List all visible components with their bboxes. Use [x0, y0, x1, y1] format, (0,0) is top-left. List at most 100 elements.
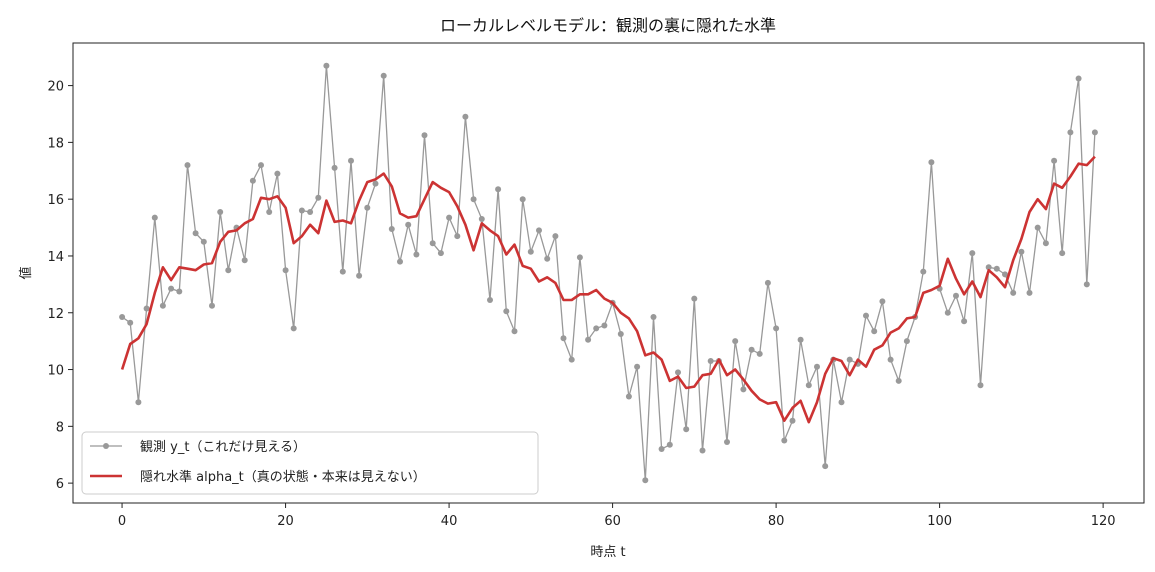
y-axis: 6 8 10 12 14 16 18 20 [47, 80, 73, 492]
observed-point [143, 305, 150, 312]
observed-point [797, 336, 804, 343]
observed-point [593, 325, 600, 332]
observed-point [961, 318, 968, 325]
observed-point [151, 214, 158, 221]
legend-observed-label: 観測 y_t（これだけ見える） [140, 440, 306, 455]
observed-point [903, 338, 910, 345]
observed-point [658, 446, 665, 452]
y-tick-label: 18 [47, 136, 64, 151]
observed-point [364, 204, 371, 211]
chart-title: ローカルレベルモデル：観測の裏に隠れた水準 [440, 16, 776, 35]
observed-point [1051, 157, 1058, 164]
observed-point [356, 272, 363, 279]
observed-point [413, 251, 420, 258]
observed-point [217, 209, 224, 215]
observed-point [495, 186, 502, 193]
observed-point [642, 477, 649, 484]
observed-point [781, 437, 788, 444]
x-tick-label: 100 [927, 514, 952, 529]
observed-point [560, 335, 567, 342]
x-axis: 0 20 40 60 80 100 120 [118, 503, 1116, 529]
observed-point [691, 295, 698, 302]
observed-point [863, 312, 869, 319]
observed-point [348, 157, 354, 164]
observed-point [307, 209, 314, 215]
observed-point [969, 250, 976, 257]
observed-point [290, 325, 297, 332]
observed-point [568, 356, 575, 363]
observed-point [446, 214, 453, 221]
observed-point [527, 248, 534, 255]
observed-point [887, 356, 894, 363]
observed-point [266, 209, 273, 215]
observed-point [315, 194, 322, 201]
observed-point [372, 180, 379, 187]
x-tick-label: 120 [1091, 514, 1116, 529]
y-tick-label: 20 [47, 80, 64, 95]
observed-point [282, 267, 289, 274]
observed-point [487, 297, 493, 303]
observed-point [168, 285, 175, 292]
observed-point [675, 369, 681, 376]
legend-box [81, 431, 539, 495]
observed-point [323, 62, 330, 69]
legend-observed-marker [103, 443, 109, 449]
observed-point [135, 399, 142, 406]
observed-point [977, 382, 984, 389]
observed-point [552, 233, 559, 240]
observed-point [176, 288, 183, 295]
observed-point [985, 264, 992, 271]
observed-point [1010, 289, 1017, 296]
observed-point [789, 417, 796, 424]
observed-point [331, 164, 338, 171]
observed-point [838, 399, 845, 406]
y-axis-label: 値 [18, 266, 34, 279]
observed-point [944, 309, 951, 316]
observed-point [437, 250, 444, 257]
observed-point [764, 279, 771, 286]
observed-point [397, 258, 403, 265]
x-tick-label: 60 [604, 514, 621, 529]
observed-point [1067, 129, 1074, 136]
observed-point [429, 240, 436, 247]
y-tick-label: 8 [56, 420, 64, 435]
observed-point [119, 314, 126, 320]
observed-point [1018, 248, 1025, 255]
observed-point [241, 257, 248, 264]
observed-point [192, 230, 199, 237]
observed-point [519, 196, 526, 203]
legend: 観測 y_t（これだけ見える） 隠れ水準 alpha_t（真の状態・本来は見えな… [81, 431, 539, 495]
observed-point [339, 268, 346, 275]
observed-point [478, 216, 485, 222]
observed-point [1059, 250, 1066, 257]
observed-point [879, 298, 886, 305]
observed-point [756, 350, 763, 357]
observed-point [544, 255, 551, 262]
observed-point [274, 170, 281, 177]
observed-point [209, 302, 215, 309]
x-axis-label: 時点 t [590, 545, 625, 560]
observed-point [405, 221, 412, 228]
observed-point [470, 196, 477, 203]
observed-point [249, 177, 256, 184]
observed-point [699, 447, 706, 454]
y-tick-label: 12 [47, 307, 64, 322]
legend-hidden-label: 隠れ水準 alpha_t（真の状態・本来は見えない） [140, 469, 426, 485]
observed-point [380, 72, 387, 79]
observed-point [601, 322, 608, 329]
observed-point [1026, 289, 1033, 296]
x-tick-label: 0 [118, 514, 126, 529]
observed-point [503, 308, 510, 315]
observed-point [585, 336, 592, 343]
y-tick-label: 6 [56, 477, 64, 492]
observed-point [225, 267, 232, 274]
observed-point [666, 441, 673, 448]
observed-point [127, 319, 134, 326]
observed-series-line [121, 65, 1096, 481]
observed-point [920, 268, 927, 275]
y-tick-label: 10 [47, 364, 64, 379]
x-tick-label: 80 [768, 514, 785, 529]
observed-point [1002, 271, 1008, 278]
observed-point [1042, 240, 1049, 247]
